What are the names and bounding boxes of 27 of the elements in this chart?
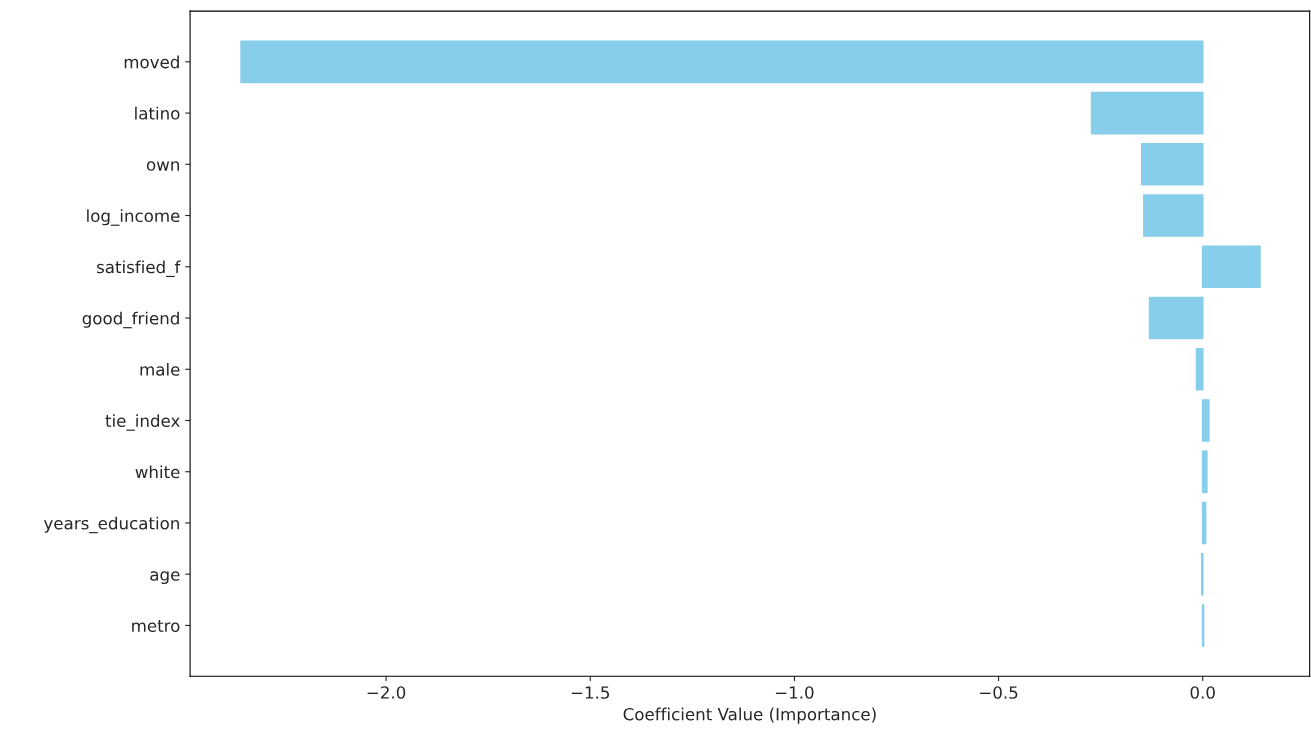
y-tick-label: satisfied_f: [97, 260, 181, 278]
x-tick-label: −1.0: [775, 686, 814, 699]
bar: [1148, 296, 1204, 340]
y-tick-label: moved: [124, 55, 179, 69]
x-tick-label: −1.5: [571, 686, 610, 699]
y-tick-label: own: [146, 161, 179, 171]
x-tick-label: −0.5: [980, 686, 1018, 699]
y-tick-label: good_friend: [82, 311, 179, 329]
bar: [1090, 91, 1204, 135]
bar: [1201, 245, 1261, 289]
bar: [240, 40, 1204, 84]
y-tick-label: age: [150, 571, 180, 585]
bar: [1201, 399, 1210, 442]
y-tick-label: years_education: [43, 516, 179, 534]
x-tick-label: −2.0: [367, 686, 406, 699]
y-tick-label: tie_index: [105, 414, 180, 431]
x-axis-title: Coefficient Value (Importance): [623, 707, 876, 724]
y-tick-label: log_income: [87, 209, 180, 226]
bar: [1195, 347, 1204, 391]
bar: [1143, 194, 1204, 237]
bar: [1141, 142, 1204, 186]
y-tick-label: male: [140, 362, 180, 376]
y-tick-label: white: [135, 465, 180, 479]
x-tick-label: 0.0: [1190, 686, 1215, 699]
y-tick-label: metro: [132, 620, 180, 633]
bar: [1201, 450, 1208, 494]
y-tick-label: latino: [135, 106, 180, 120]
